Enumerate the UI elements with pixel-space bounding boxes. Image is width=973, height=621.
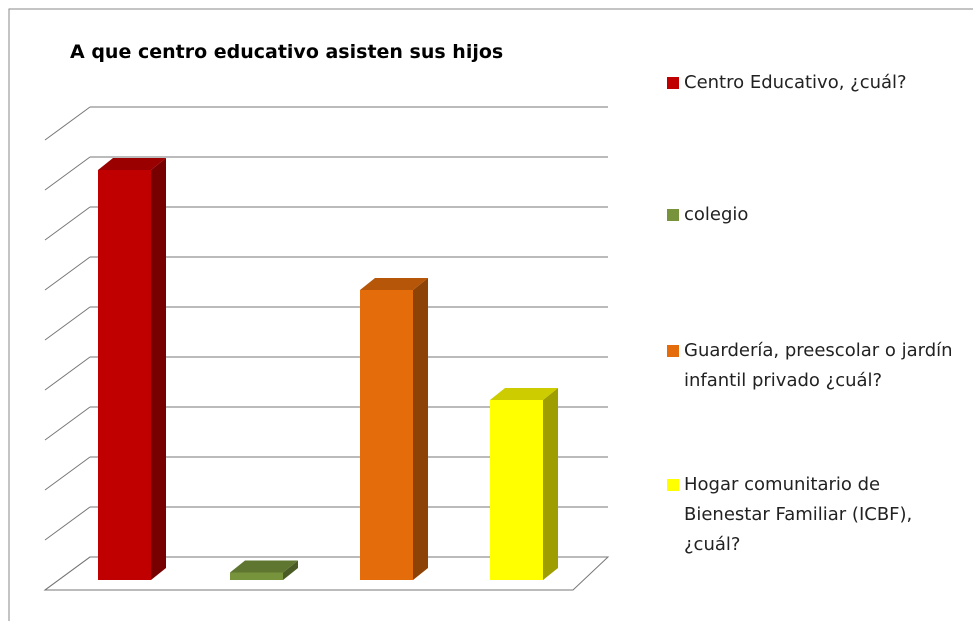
side-grid-line [44,506,91,541]
side-grid-line [44,106,91,141]
legend-swatch [667,345,679,357]
bar-top [230,560,298,573]
bar-side [283,560,298,580]
bar [230,560,298,580]
legend-label: colegio [684,204,749,225]
legend-label: Guardería, preescolar o jardín infantil … [684,340,953,391]
bar [98,158,166,580]
bar [360,278,428,580]
bar-side [543,388,558,580]
side-grid-line [44,156,91,191]
bar-side [151,158,166,580]
side-grid-line [44,406,91,441]
bar-top [98,158,166,170]
bar-top [360,278,428,290]
legend-label: Hogar comunitario de Bienestar Familiar … [684,474,913,555]
legend-swatch [667,209,679,221]
legend-swatch [667,479,679,491]
side-grid-line [44,456,91,491]
side-grid-line [44,206,91,241]
legend-entry: Centro Educativo, ¿cuál? [667,68,957,98]
legend-entry: Hogar comunitario de Bienestar Familiar … [667,470,957,560]
bar-front [98,170,151,580]
bar-front [360,290,413,580]
side-grid-line [44,356,91,391]
bar-side [413,278,428,580]
legend-entry: Guardería, preescolar o jardín infantil … [667,336,957,396]
legend-swatch [667,77,679,89]
bar-top [490,388,558,400]
chart-title: A que centro educativo asisten sus hijos [70,41,503,63]
side-grid-line [44,306,91,341]
bar-front [230,572,283,580]
legend-label: Centro Educativo, ¿cuál? [684,72,907,93]
bar [490,388,558,580]
side-grid-line [44,556,91,591]
legend-entry: colegio [667,200,957,230]
bar-front [490,400,543,580]
side-grid-line [44,256,91,291]
